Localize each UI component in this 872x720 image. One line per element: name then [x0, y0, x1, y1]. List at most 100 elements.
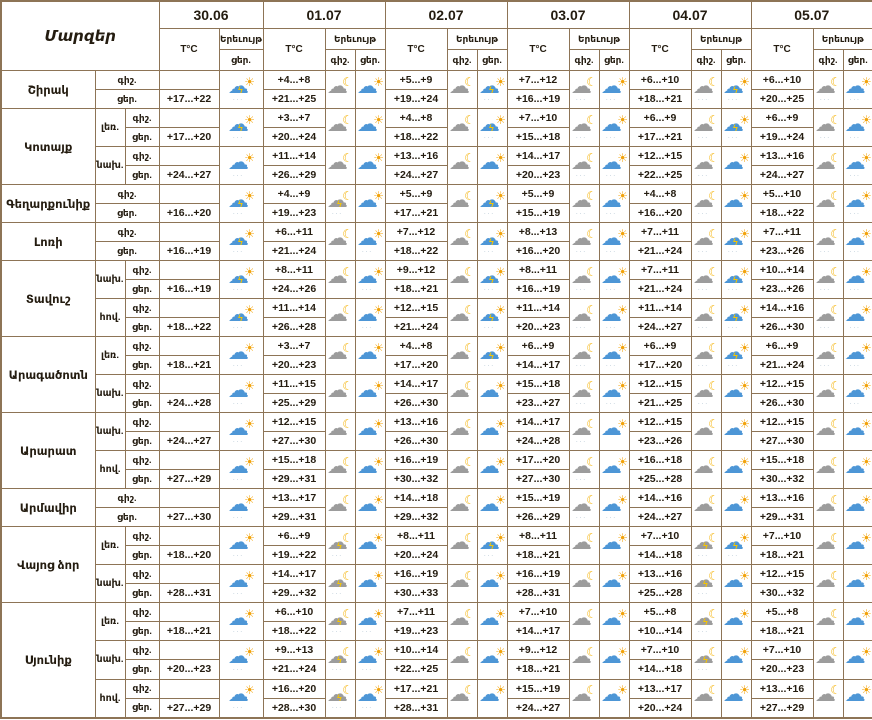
lightning-glyph: ϟ	[489, 350, 494, 361]
temp-day-cell: +21...+25	[628, 393, 692, 414]
moon-glyph: ☾	[342, 530, 354, 545]
cloud-glyph: ☁	[479, 302, 501, 326]
raindrops-glyph: ∙∙∙	[698, 552, 710, 559]
lightning-glyph: ϟ	[489, 236, 494, 247]
weather-icon-cell: ☀ ☁	[598, 412, 630, 452]
forecast-row-day: ցեր. +17...+22 +21...+25 +19...+24 +16...+19…	[1, 89, 872, 110]
temp-day-cell: +21...+24	[262, 659, 326, 680]
temp-day-cell: +18...+21	[506, 659, 570, 680]
raindrops-glyph: ∙∙∙	[484, 286, 496, 293]
moon-cloud-bolt-icon: ☾ ☁ ϟ ∙∙∙	[326, 646, 354, 673]
phenomenon-column-header: Երեւույթ	[218, 28, 264, 50]
time-label-night: գիշ.	[124, 678, 160, 699]
region-name: Արարատ	[0, 412, 96, 490]
temp-day-cell: +29...+31	[262, 507, 326, 528]
temp-day-cell: +24...+26	[262, 279, 326, 300]
temp-night-cell: +13...+16	[750, 678, 814, 699]
temp-night-cell: +12...+15	[384, 298, 448, 319]
sun-cloud-rain-icon: ☀ ☁ ∙∙∙	[600, 304, 628, 331]
sun-glyph: ☀	[373, 606, 385, 621]
forecast-row-night: Արմավիր գիշ. ☀ ☁ ∙∙∙ +13...+17 ☾ ☁ ☀ ☁ +14...+18 ☾ ☁…	[0, 488, 872, 528]
sun-cloud-icon: ☀ ☁	[478, 683, 506, 708]
weather-icon-cell: ☀ ☁ ∙∙∙	[842, 184, 872, 224]
temp-night-cell: +7...+10	[750, 640, 814, 661]
temp-night-cell: +17...+20	[506, 450, 570, 471]
temp-night-cell: +12...+15	[750, 412, 814, 433]
lightning-glyph: ϟ	[337, 540, 342, 551]
temp-day-cell: +29...+31	[750, 507, 814, 528]
weather-icon-cell: ☀ ☁ ∙∙∙	[218, 488, 264, 528]
moon-glyph: ☾	[586, 378, 598, 393]
raindrops-glyph: ∙∙∙	[362, 666, 374, 673]
weather-icon-cell: ☀ ☁	[476, 412, 508, 452]
weather-icon-cell: ☾ ☁	[568, 564, 600, 604]
weather-icon-cell: ☾ ☁ ∙∙∙	[568, 374, 600, 414]
temp-day-cell: +10...+14	[628, 621, 692, 642]
temp-night-cell: +8...+13	[506, 222, 570, 243]
moon-cloud-icon: ☾ ☁	[570, 532, 598, 556]
sun-glyph: ☀	[495, 416, 507, 431]
weather-icon-cell: ☾ ☁ ∙∙∙	[568, 222, 600, 262]
raindrops-glyph: ∙∙∙	[484, 552, 496, 559]
raindrops-glyph: ∙∙∙	[606, 96, 618, 103]
sun-glyph: ☀	[617, 264, 629, 279]
lightning-glyph: ϟ	[489, 198, 494, 209]
weather-icon-cell: ☀ ☁	[720, 146, 752, 186]
weather-icon-cell: ☀ ☁ ϟ ∙∙∙	[476, 222, 508, 262]
sun-glyph: ☀	[617, 416, 629, 431]
cloud-glyph: ☁	[449, 264, 471, 288]
time-label-day: ցեր.	[124, 621, 160, 642]
storm-icon: ☀ ☁ ϟ ∙∙∙	[227, 190, 255, 217]
raindrops-glyph: ∙∙∙	[233, 362, 245, 369]
time-label-day: ցեր.	[124, 279, 160, 300]
cloud-glyph: ☁	[571, 492, 593, 516]
cloud-glyph: ☁	[228, 530, 249, 554]
weather-icon-cell: ☀ ☁ ∙∙∙	[842, 374, 872, 414]
cloud-glyph: ☁	[693, 74, 715, 98]
temp-night-cell: +4...+9	[262, 184, 326, 205]
date-header: 01.07	[262, 0, 386, 29]
weather-icon-cell: ☾ ☁ ∙∙∙	[812, 260, 844, 300]
temp-day-cell: +24...+27	[158, 165, 220, 186]
weather-icon-cell: ☾ ☁ ∙∙∙	[568, 108, 600, 148]
temp-day-cell: +18...+21	[628, 89, 692, 110]
cloud-glyph: ☁	[228, 454, 249, 478]
cloud-glyph: ☁	[228, 416, 249, 440]
weather-icon-cell: ☾ ☁ ∙∙∙	[690, 222, 722, 262]
sun-glyph: ☀	[861, 378, 872, 393]
temp-day-cell: +24...+27	[628, 507, 692, 528]
cloud-glyph: ☁	[844, 226, 866, 250]
weather-icon-cell: ☀ ☁ ϟ ∙∙∙	[720, 526, 752, 566]
time-label-day: ցեր.	[124, 697, 160, 719]
weather-icon-cell: ☾ ☁	[446, 488, 478, 528]
weather-icon-cell: ☾ ☁ ∙∙∙	[568, 260, 600, 300]
sun-glyph: ☀	[739, 188, 751, 203]
weather-icon-cell: ☾ ☁	[812, 450, 844, 490]
temp-day-cell: +30...+33	[384, 583, 448, 604]
cloud-glyph: ☁	[601, 188, 623, 212]
cloud-glyph: ☁	[327, 226, 349, 250]
sun-glyph: ☀	[373, 226, 385, 241]
weather-icon-cell: ☀ ☁	[354, 412, 386, 452]
temp-day-cell: +29...+31	[262, 469, 326, 490]
cloud-glyph: ☁	[479, 416, 501, 440]
temp-day-cell: +29...+32	[384, 507, 448, 528]
date-header: 05.07	[750, 0, 872, 29]
temp-night-cell: +17...+21	[384, 678, 448, 699]
moon-cloud-rain-icon: ☾ ☁ ∙∙∙	[814, 304, 842, 331]
cloud-glyph: ☁	[357, 416, 379, 440]
weather-icon-cell: ☀ ☁ ∙∙∙	[354, 678, 386, 719]
weather-icon-cell: ☀ ☁ ∙∙∙	[218, 564, 264, 604]
cloud-glyph: ☁	[479, 683, 501, 707]
sun-shower-icon: ☀ ☁ ∙∙∙	[227, 454, 255, 483]
moon-glyph: ☾	[830, 416, 842, 431]
lightning-glyph: ϟ	[703, 578, 708, 589]
temp-night-cell: +11...+15	[262, 374, 326, 395]
cloud-glyph: ☁	[449, 302, 471, 326]
cloud-glyph: ☁	[228, 683, 249, 707]
cloud-glyph: ☁	[479, 150, 501, 174]
raindrops-glyph: ∙∙∙	[728, 362, 740, 369]
sun-glyph: ☀	[495, 606, 507, 621]
weather-icon-cell: ☀ ☁	[354, 146, 386, 186]
